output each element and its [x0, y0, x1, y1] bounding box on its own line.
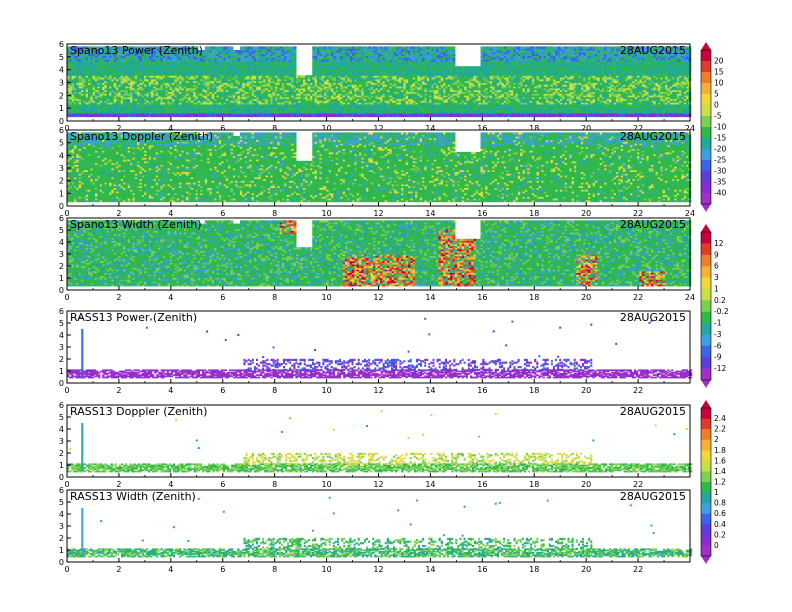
data-marks-spano-power [67, 46, 691, 117]
pixel [231, 46, 234, 48]
